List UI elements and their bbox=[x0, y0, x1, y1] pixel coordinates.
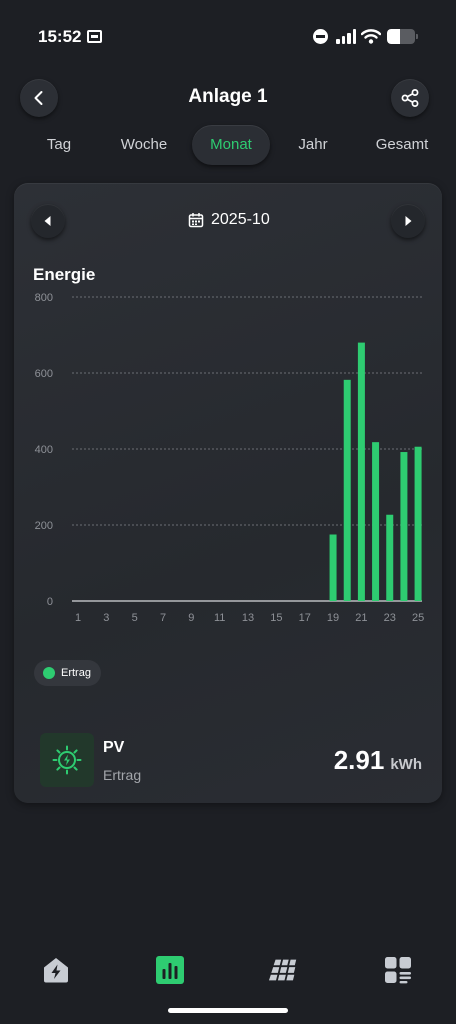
back-button[interactable] bbox=[20, 79, 58, 117]
bar-day-21 bbox=[357, 342, 365, 601]
bar-day-24 bbox=[400, 452, 408, 601]
battery-cap bbox=[416, 34, 418, 39]
share-icon bbox=[401, 89, 419, 107]
chevron-left-icon bbox=[34, 91, 43, 105]
bottom-navigation bbox=[0, 948, 456, 992]
tab-gesamt[interactable]: Gesamt bbox=[375, 136, 429, 153]
summary-value: 2.91 kWh bbox=[334, 745, 422, 776]
pv-icon-box bbox=[40, 733, 94, 787]
bar-day-23 bbox=[386, 514, 394, 601]
summary-subtitle: Ertrag bbox=[103, 767, 142, 783]
bar-day-25 bbox=[414, 446, 422, 601]
date-picker[interactable]: 2025-10 bbox=[188, 211, 270, 229]
sun-bolt-icon bbox=[52, 745, 82, 775]
x-tick-label: 17 bbox=[299, 612, 311, 623]
dashboard-list-icon bbox=[385, 957, 411, 984]
x-tick-label: 3 bbox=[103, 612, 109, 623]
tab-tag[interactable]: Tag bbox=[46, 136, 72, 153]
share-button[interactable] bbox=[391, 79, 429, 117]
y-tick-label: 200 bbox=[35, 520, 53, 532]
triangle-right-icon bbox=[405, 216, 412, 226]
x-tick-label: 21 bbox=[355, 612, 367, 623]
wifi-icon bbox=[361, 29, 381, 44]
do-not-disturb-icon bbox=[313, 29, 328, 44]
x-tick-label: 7 bbox=[160, 612, 166, 623]
x-tick-label: 25 bbox=[412, 612, 424, 623]
triangle-left-icon bbox=[44, 216, 51, 226]
x-tick-label: 23 bbox=[384, 612, 396, 623]
nav-more[interactable] bbox=[382, 954, 414, 986]
calendar-notification-icon bbox=[87, 30, 102, 43]
summary-unit: kWh bbox=[390, 756, 422, 773]
x-tick-label: 13 bbox=[242, 612, 254, 623]
legend-dot bbox=[43, 667, 55, 679]
bar-day-19 bbox=[329, 534, 337, 601]
bar-day-22 bbox=[372, 442, 380, 601]
x-tick-label: 15 bbox=[270, 612, 282, 623]
x-tick-label: 5 bbox=[132, 612, 138, 623]
x-tick-label: 11 bbox=[214, 612, 225, 623]
battery-icon bbox=[387, 29, 415, 44]
chart-section-title: Energie bbox=[33, 265, 96, 284]
period-tabs: Tag Woche Monat Jahr Gesamt bbox=[14, 125, 442, 165]
nav-solar-panels[interactable] bbox=[268, 954, 300, 986]
tab-woche[interactable]: Woche bbox=[120, 136, 168, 153]
y-tick-label: 800 bbox=[35, 292, 53, 304]
energy-card: 2025-10 Energie 0 200 400 600 800 1 3 5 7 9 11 13 15… bbox=[14, 183, 442, 803]
calendar-icon bbox=[188, 213, 204, 228]
period-date: 2025-10 bbox=[211, 211, 270, 228]
x-tick-label: 19 bbox=[327, 612, 339, 623]
home-bolt-icon bbox=[44, 958, 68, 983]
nav-statistics[interactable] bbox=[154, 954, 186, 986]
page-title: Anlage 1 bbox=[188, 86, 268, 107]
x-tick-label: 1 bbox=[75, 612, 81, 623]
tab-monat[interactable]: Monat bbox=[192, 125, 270, 165]
x-tick-label: 9 bbox=[188, 612, 194, 623]
home-indicator[interactable] bbox=[168, 1008, 288, 1013]
solar-panel-icon bbox=[268, 959, 297, 981]
status-time: 15:52 bbox=[38, 27, 82, 46]
legend-ertrag[interactable]: Ertrag bbox=[34, 660, 101, 686]
previous-period-button[interactable] bbox=[31, 204, 65, 238]
bar-chart-icon bbox=[156, 956, 184, 984]
y-tick-label: 400 bbox=[35, 444, 53, 456]
y-tick-label: 600 bbox=[35, 368, 53, 380]
cellular-signal-icon bbox=[336, 29, 356, 44]
bar-day-20 bbox=[343, 379, 351, 601]
summary-number: 2.91 bbox=[333, 745, 385, 775]
nav-home[interactable] bbox=[40, 954, 72, 986]
tab-jahr[interactable]: Jahr bbox=[298, 136, 328, 153]
status-bar: 15:52 bbox=[0, 0, 456, 72]
summary-title: PV bbox=[103, 739, 125, 756]
next-period-button[interactable] bbox=[391, 204, 425, 238]
y-tick-label: 0 bbox=[47, 596, 53, 608]
legend-label: Ertrag bbox=[61, 667, 91, 679]
